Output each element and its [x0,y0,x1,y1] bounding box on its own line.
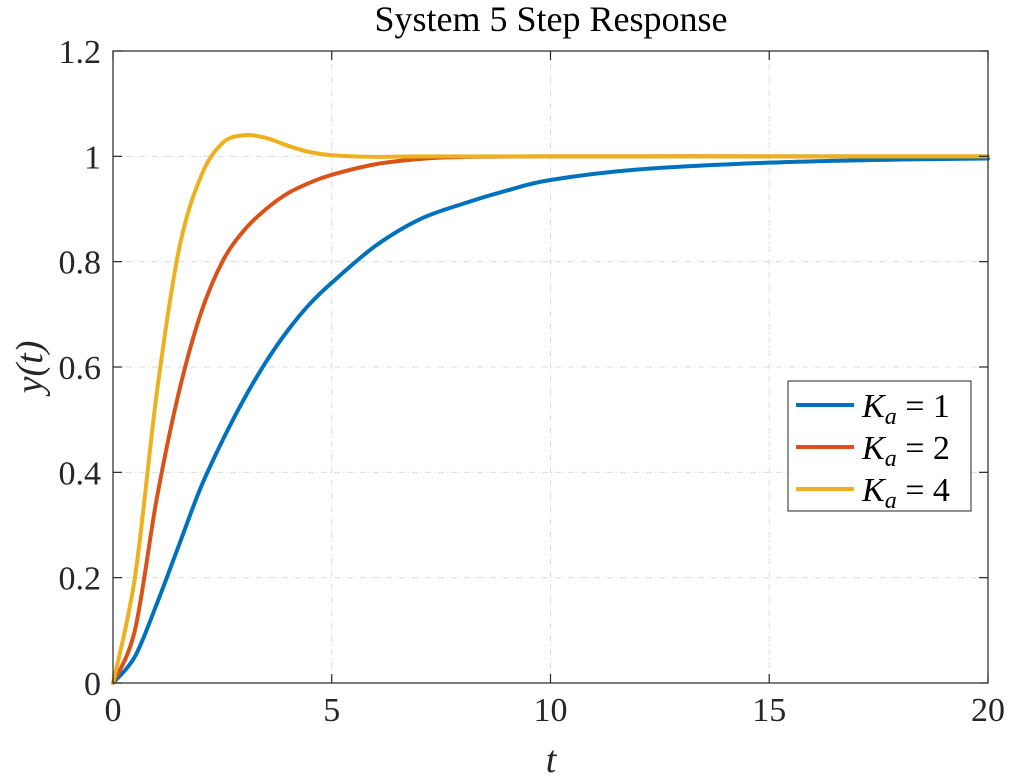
y-tick-label: 0.6 [59,350,102,387]
y-axis-label: y(t) [9,341,51,398]
ticks [112,50,989,684]
series-line-3 [111,133,990,685]
legend-label-2: Ka = 2 [861,430,950,472]
legend: Ka = 1Ka = 2Ka = 4 [787,380,972,514]
x-tick-label: 20 [971,692,1005,729]
x-tick-label: 15 [752,692,786,729]
y-tick-label: 0.4 [59,455,102,492]
y-tick-label: 1.2 [59,34,102,71]
y-tick-label: 0.2 [59,561,102,598]
series-line-1 [111,156,990,685]
y-tick-label: 0.8 [59,245,102,282]
y-tick-labels: 0 0.2 0.4 0.6 0.8 1 1.2 [59,34,102,703]
chart-title: System 5 Step Response [374,0,727,39]
y-tick-label: 1 [84,139,101,176]
series-group [111,133,990,685]
x-tick-labels: 0 5 10 15 20 [105,692,1006,729]
legend-label-3: Ka = 4 [861,472,950,514]
x-tick-label: 5 [323,692,340,729]
x-tick-label: 10 [534,692,568,729]
legend-label-1: Ka = 1 [861,388,950,430]
x-axis-label: t [546,739,558,778]
x-tick-label: 0 [105,692,122,729]
y-tick-label: 0 [84,666,101,703]
